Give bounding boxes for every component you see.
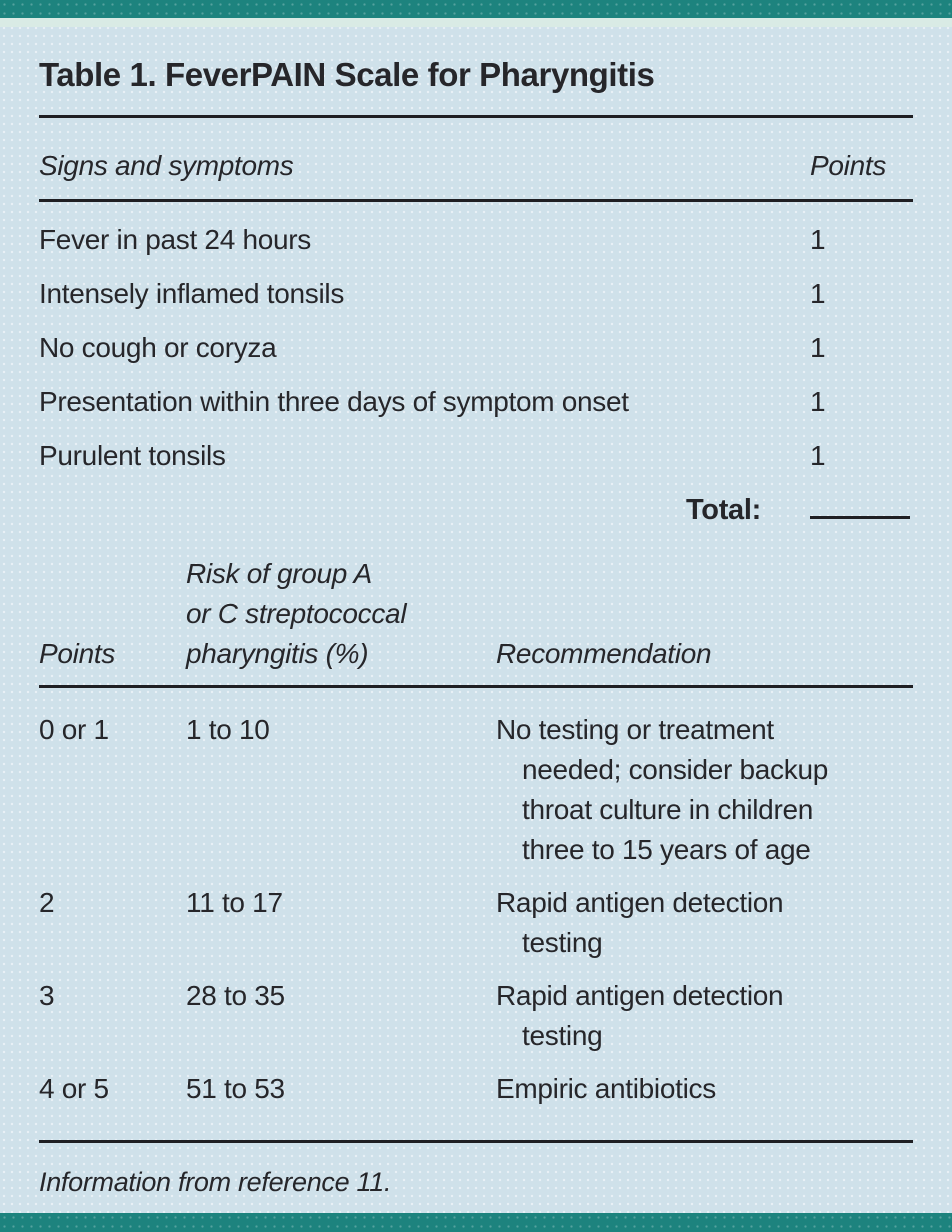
scale-header-divider [39,199,913,202]
column-header-points: Points [39,638,116,669]
table-row: 4 or 5 51 to 53 Empiric antibiotics [39,1069,913,1109]
table-row: 0 or 1 1 to 10 No testing or treatment n… [39,710,913,870]
points-cell: 3 [39,980,55,1011]
risk-cell: 51 to 53 [186,1073,285,1104]
table-title: Table 1. FeverPAIN Scale for Pharyngitis [39,56,655,93]
sign-cell: Presentation within three days of sympto… [39,386,629,417]
sign-cell: Intensely inflamed tonsils [39,278,345,309]
table-row: Purulent tonsils 1 [39,439,913,473]
column-header-points: Points [810,150,887,181]
footnote-divider [39,1140,913,1143]
table-row: 2 11 to 17 Rapid antigen detection testi… [39,883,913,963]
top-accent-bar [0,0,952,18]
risk-table-body: 0 or 1 1 to 10 No testing or treatment n… [39,688,913,1109]
mint-accent-band [0,18,952,27]
risk-cell: 11 to 17 [186,887,283,918]
points-cell: 1 [810,386,826,417]
footnote: Information from reference 11. [39,1167,392,1197]
column-header-recommendation: Recommendation [496,638,712,669]
total-value-cell [810,493,913,527]
points-cell: 1 [810,332,826,363]
risk-cell: 1 to 10 [186,714,270,745]
points-cell: 1 [810,224,826,255]
table-row: Fever in past 24 hours 1 [39,223,913,257]
bottom-accent-bar [0,1213,952,1232]
table-row: 3 28 to 35 Rapid antigen detection testi… [39,976,913,1056]
recommendation-cell: Empiric antibiotics [496,1073,716,1104]
risk-cell: 28 to 35 [186,980,285,1011]
column-header-signs-and-symptoms: Signs and symptoms [39,150,294,181]
table-row: Intensely inflamed tonsils 1 [39,277,913,311]
total-label: Total: [686,494,761,526]
recommendation-cell: Rapid antigen detection testing [496,887,784,958]
points-cell: 1 [810,440,826,471]
recommendation-cell: Rapid antigen detection testing [496,980,784,1051]
column-header-risk: Risk of group A or C streptococcal phary… [186,558,407,669]
points-cell: 1 [810,278,826,309]
risk-table-header-row: Points Risk of group A or C streptococca… [39,554,913,674]
sign-cell: Fever in past 24 hours [39,224,311,255]
total-row: Total: [39,493,913,527]
recommendation-cell: No testing or treatment needed; consider… [496,714,828,865]
scale-table-header-row: Signs and symptoms Points [39,149,913,183]
risk-header-divider [39,685,913,688]
points-cell: 0 or 1 [39,714,109,745]
sign-cell: Purulent tonsils [39,440,226,471]
table-row: No cough or coryza 1 [39,331,913,365]
points-cell: 4 or 5 [39,1073,109,1104]
title-divider [39,115,913,118]
sign-cell: No cough or coryza [39,332,277,363]
points-cell: 2 [39,887,55,918]
risk-recommendation-table: Points Risk of group A or C streptococca… [39,554,913,1109]
feverpain-scale-table: Signs and symptoms Points Fever in past … [39,149,913,527]
scale-table-body: Fever in past 24 hours 1 Intensely infla… [39,202,913,527]
table-row: Presentation within three days of sympto… [39,385,913,419]
total-blank-line [810,495,910,519]
figure-content: Table 1. FeverPAIN Scale for Pharyngitis… [0,27,952,1213]
